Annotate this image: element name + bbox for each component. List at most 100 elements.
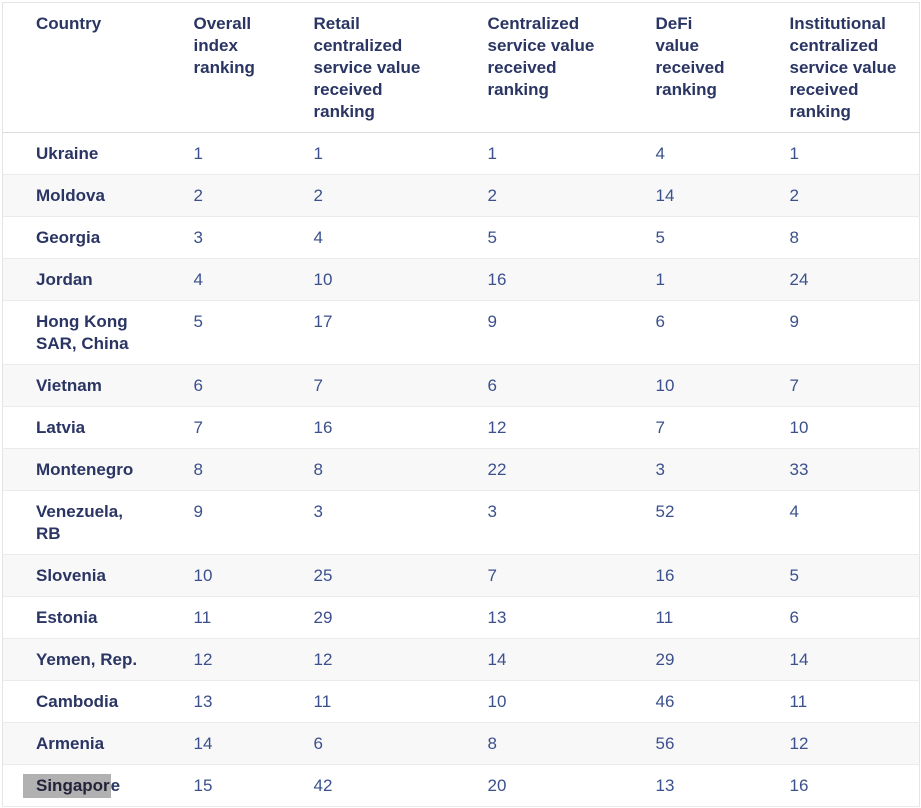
table-row: Singapore 15 42 20 13 16 xyxy=(2,764,920,807)
rank-cell-centralized-service-value-received-ranking: 22 xyxy=(487,460,507,479)
rank-cell-centralized-service-value-received-ranking: 9 xyxy=(487,312,497,331)
table-row: Georgia 3 4 5 5 8 xyxy=(2,216,920,259)
rank-cell-centralized-service-value-received-ranking: 2 xyxy=(487,186,497,205)
rank-cell-retail-centralized-service-value-received-ranking: 12 xyxy=(313,650,333,669)
table-header: Country Overall index ranking Retail centr… xyxy=(2,2,920,133)
column-header-institutional-centralized-service-value-received-ranking: Institutional centralized service value … xyxy=(789,2,920,133)
table-body: Ukraine 1 1 1 4 1 Moldova 2 2 2 14 2 Georgia 3 4 5 5 8 Jor… xyxy=(2,132,920,807)
rank-cell-retail-centralized-service-value-received-ranking: 1 xyxy=(313,144,323,163)
rank-cell-centralized-service-value-received-ranking: 6 xyxy=(487,376,497,395)
table-row: Jordan 4 10 16 1 24 xyxy=(2,258,920,301)
rank-cell-institutional-centralized-service-value-received-ranking: 11 xyxy=(789,692,808,711)
country-cell: Vietnam xyxy=(36,376,102,395)
rank-cell-defi-value-received-ranking: 11 xyxy=(655,608,674,627)
rank-cell-institutional-centralized-service-value-received-ranking: 6 xyxy=(789,608,799,627)
table-row: Ukraine 1 1 1 4 1 xyxy=(2,132,920,175)
rank-cell-retail-centralized-service-value-received-ranking: 3 xyxy=(313,502,323,521)
rank-cell-overall-index-ranking: 10 xyxy=(193,566,213,585)
rank-cell-centralized-service-value-received-ranking: 5 xyxy=(487,228,497,247)
rank-cell-institutional-centralized-service-value-received-ranking: 12 xyxy=(789,734,809,753)
country-cell: Slovenia xyxy=(36,566,106,585)
rank-cell-defi-value-received-ranking: 6 xyxy=(655,312,665,331)
rank-cell-overall-index-ranking: 7 xyxy=(193,418,203,437)
rank-cell-retail-centralized-service-value-received-ranking: 6 xyxy=(313,734,323,753)
table-row: Cambodia 13 11 10 46 11 xyxy=(2,680,920,723)
country-cell: Cambodia xyxy=(36,692,119,711)
rank-cell-institutional-centralized-service-value-received-ranking: 9 xyxy=(789,312,799,331)
rank-cell-retail-centralized-service-value-received-ranking: 7 xyxy=(313,376,323,395)
rank-cell-defi-value-received-ranking: 52 xyxy=(655,502,675,521)
table-row: Latvia 7 16 12 7 10 xyxy=(2,406,920,449)
rank-cell-overall-index-ranking: 13 xyxy=(193,692,213,711)
rank-cell-overall-index-ranking: 5 xyxy=(193,312,203,331)
table-row: Venezuela, RB 9 3 3 52 4 xyxy=(2,490,920,555)
column-header-retail-centralized-service-value-received-ranking: Retail centralized service value receive… xyxy=(313,2,488,133)
column-header-defi-value-received-ranking: DeFi value received ranking xyxy=(655,2,790,133)
rank-cell-overall-index-ranking: 1 xyxy=(193,144,203,163)
rank-cell-overall-index-ranking: 8 xyxy=(193,460,203,479)
rank-cell-overall-index-ranking: 2 xyxy=(193,186,203,205)
rank-cell-overall-index-ranking: 15 xyxy=(193,776,213,795)
table-row: Vietnam 6 7 6 10 7 xyxy=(2,364,920,407)
rank-cell-retail-centralized-service-value-received-ranking: 2 xyxy=(313,186,323,205)
table-row: Armenia 14 6 8 56 12 xyxy=(2,722,920,765)
rank-cell-overall-index-ranking: 12 xyxy=(193,650,213,669)
country-cell: Latvia xyxy=(36,418,86,437)
rank-cell-defi-value-received-ranking: 5 xyxy=(655,228,665,247)
rank-cell-defi-value-received-ranking: 3 xyxy=(655,460,665,479)
rank-cell-retail-centralized-service-value-received-ranking: 4 xyxy=(313,228,323,247)
rank-cell-centralized-service-value-received-ranking: 16 xyxy=(487,270,507,289)
column-header-overall-index-ranking: Overall index ranking xyxy=(193,2,314,133)
country-cell: Moldova xyxy=(36,186,105,205)
rank-cell-overall-index-ranking: 9 xyxy=(193,502,203,521)
country-cell: Ukraine xyxy=(36,144,99,163)
rank-cell-defi-value-received-ranking: 13 xyxy=(655,776,675,795)
rank-cell-centralized-service-value-received-ranking: 14 xyxy=(487,650,507,669)
table-row: Hong Kong SAR, China 5 17 9 6 9 xyxy=(2,300,920,365)
rank-cell-retail-centralized-service-value-received-ranking: 10 xyxy=(313,270,333,289)
rank-cell-institutional-centralized-service-value-received-ranking: 14 xyxy=(789,650,809,669)
rank-cell-centralized-service-value-received-ranking: 13 xyxy=(487,608,507,627)
table-row: Montenegro 8 8 22 3 33 xyxy=(2,448,920,491)
rank-cell-centralized-service-value-received-ranking: 10 xyxy=(487,692,507,711)
rank-cell-defi-value-received-ranking: 10 xyxy=(655,376,675,395)
rank-cell-defi-value-received-ranking: 4 xyxy=(655,144,665,163)
text-selection-highlight: Singapor xyxy=(23,774,111,798)
rank-cell-institutional-centralized-service-value-received-ranking: 7 xyxy=(789,376,799,395)
rank-cell-defi-value-received-ranking: 1 xyxy=(655,270,665,289)
rank-cell-centralized-service-value-received-ranking: 3 xyxy=(487,502,497,521)
country-cell: Jordan xyxy=(36,270,93,289)
rank-cell-institutional-centralized-service-value-received-ranking: 10 xyxy=(789,418,809,437)
country-cell: Georgia xyxy=(36,228,101,247)
rank-cell-institutional-centralized-service-value-received-ranking: 4 xyxy=(789,502,799,521)
rank-cell-overall-index-ranking: 4 xyxy=(193,270,203,289)
header-row: Country Overall index ranking Retail centr… xyxy=(2,2,920,133)
rank-cell-retail-centralized-service-value-received-ranking: 17 xyxy=(313,312,333,331)
country-cell: Singapore xyxy=(3,765,194,807)
country-cell: Hong Kong SAR, China xyxy=(36,312,129,353)
table-row: Yemen, Rep. 12 12 14 29 14 xyxy=(2,638,920,681)
country-cell: Yemen, Rep. xyxy=(36,650,138,669)
rank-cell-defi-value-received-ranking: 46 xyxy=(655,692,675,711)
rank-cell-retail-centralized-service-value-received-ranking: 8 xyxy=(313,460,323,479)
rank-cell-overall-index-ranking: 6 xyxy=(193,376,203,395)
rank-cell-retail-centralized-service-value-received-ranking: 11 xyxy=(313,692,332,711)
rank-cell-overall-index-ranking: 14 xyxy=(193,734,213,753)
rank-cell-defi-value-received-ranking: 56 xyxy=(655,734,675,753)
rank-cell-centralized-service-value-received-ranking: 7 xyxy=(487,566,497,585)
rank-cell-institutional-centralized-service-value-received-ranking: 1 xyxy=(789,144,799,163)
column-header-centralized-service-value-received-ranking: Centralized service value received ranki… xyxy=(487,2,656,133)
rank-cell-overall-index-ranking: 3 xyxy=(193,228,203,247)
rank-cell-centralized-service-value-received-ranking: 1 xyxy=(487,144,497,163)
rank-cell-institutional-centralized-service-value-received-ranking: 5 xyxy=(789,566,799,585)
country-cell: Venezuela, RB xyxy=(36,502,123,543)
column-header-country: Country xyxy=(2,2,194,133)
rank-cell-centralized-service-value-received-ranking: 12 xyxy=(487,418,507,437)
rank-cell-institutional-centralized-service-value-received-ranking: 2 xyxy=(789,186,799,205)
rank-cell-defi-value-received-ranking: 7 xyxy=(655,418,665,437)
rank-cell-centralized-service-value-received-ranking: 20 xyxy=(487,776,507,795)
table-row: Estonia 11 29 13 11 6 xyxy=(2,596,920,639)
